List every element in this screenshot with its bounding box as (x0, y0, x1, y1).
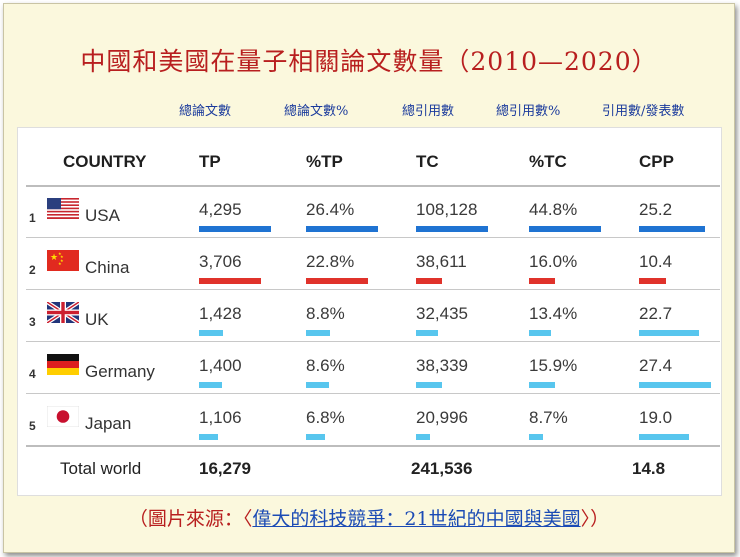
cell-tp-pct: 6.8% (306, 408, 345, 427)
total-cpp: 14.8 (632, 459, 666, 478)
country-name: China (85, 258, 130, 277)
usa-flag-icon (47, 198, 79, 219)
page-title: 中國和美國在量子相關論文數量（2010—2020） (80, 47, 658, 76)
bar-cpp (639, 226, 705, 232)
china-flag-icon: ★ ★ ★ ★ ★ (47, 250, 79, 271)
country-name: Japan (85, 414, 132, 433)
row-rank: 2 (29, 263, 36, 277)
cell-tc-pct: 15.9% (529, 356, 578, 375)
cell-tp-pct: 8.8% (306, 304, 345, 323)
row-rank: 1 (29, 211, 36, 225)
header-tc: TC (416, 152, 439, 171)
row-divider (26, 289, 720, 290)
header-tc-pct: %TC (529, 152, 567, 171)
bar-cpp (639, 434, 689, 440)
svg-text:★: ★ (60, 254, 64, 259)
cell-cpp: 22.7 (639, 304, 673, 323)
bar-tc-pct (529, 382, 555, 388)
bar-tp-pct (306, 226, 378, 232)
source-caption: （圖片來源：〈偉大的科技競爭：21世紀的中國與美國〉） (4, 504, 734, 531)
header-tp-pct: %TP (306, 152, 343, 171)
bar-tp (199, 330, 223, 336)
bar-cpp (639, 278, 666, 284)
row-divider (26, 237, 720, 238)
bar-tp (199, 434, 218, 440)
bar-tc (416, 226, 488, 232)
header-cpp: CPP (639, 152, 674, 171)
cell-tp: 1,400 (199, 356, 242, 375)
total-tc: 241,536 (411, 459, 473, 478)
legend-tc: 總引用數 (402, 104, 455, 119)
row-divider (26, 341, 720, 342)
row-rank: 3 (29, 315, 36, 329)
bar-tc-pct (529, 278, 555, 284)
header-tp: TP (199, 152, 221, 171)
bar-tp-pct (306, 330, 330, 336)
cell-cpp: 25.2 (639, 200, 673, 219)
legend-cpp: 引用數/發表數 (602, 104, 685, 119)
source-suffix: 〉） (580, 508, 610, 530)
cell-tc-pct: 13.4% (529, 304, 578, 323)
bar-tc-pct (529, 434, 543, 440)
cell-tc: 38,611 (416, 252, 467, 271)
header-divider (26, 185, 720, 187)
total-divider (26, 445, 720, 447)
bar-tc (416, 434, 430, 440)
cell-cpp: 27.4 (639, 356, 673, 375)
bar-tp (199, 278, 261, 284)
cell-tp: 3,706 (199, 252, 242, 271)
cell-tc: 32,435 (416, 304, 468, 323)
bar-cpp (639, 330, 699, 336)
svg-text:★: ★ (58, 251, 62, 256)
cell-tc: 108,128 (416, 200, 478, 219)
cell-tp-pct: 22.8% (306, 252, 355, 271)
cell-tp-pct: 8.6% (306, 356, 345, 375)
country-name: USA (85, 206, 120, 225)
cell-tp: 1,106 (199, 408, 242, 427)
slide-frame: 中國和美國在量子相關論文數量（2010—2020） 總論文數 總論文數% 總引用… (3, 3, 735, 553)
source-prefix: （圖片來源：〈 (128, 508, 253, 530)
cell-tp-pct: 26.4% (306, 200, 355, 219)
cell-cpp: 10.4 (639, 252, 673, 271)
cell-tc: 38,339 (416, 356, 468, 375)
svg-text:★: ★ (50, 253, 58, 263)
cell-tc: 20,996 (416, 408, 468, 427)
germany-flag-icon (47, 354, 79, 375)
bar-tp (199, 226, 271, 232)
uk-flag-icon (47, 302, 79, 323)
bar-tc (416, 330, 438, 336)
bar-tp-pct (306, 382, 329, 388)
bar-tp-pct (306, 278, 368, 284)
header-country: COUNTRY (63, 152, 147, 171)
cell-tp: 4,295 (199, 200, 242, 219)
bar-tp-pct (306, 434, 325, 440)
cell-cpp: 19.0 (639, 408, 673, 427)
japan-flag-icon (47, 406, 79, 427)
cell-tc-pct: 44.8% (529, 200, 578, 219)
source-link[interactable]: 偉大的科技競爭：21世紀的中國與美國 (252, 508, 581, 530)
svg-text:★: ★ (58, 261, 62, 266)
cell-tc-pct: 16.0% (529, 252, 578, 271)
legend-tp: 總論文數 (179, 104, 232, 119)
cell-tp: 1,428 (199, 304, 242, 323)
cell-tc-pct: 8.7% (529, 408, 568, 427)
total-tp: 16,279 (199, 459, 251, 478)
bar-tp (199, 382, 222, 388)
bar-tc (416, 382, 442, 388)
svg-text:★: ★ (60, 258, 64, 263)
bar-tc-pct (529, 226, 601, 232)
row-rank: 4 (29, 367, 36, 381)
country-name: Germany (85, 362, 155, 381)
total-label: Total world (60, 459, 142, 478)
row-rank: 5 (29, 419, 36, 433)
bar-tc-pct (529, 330, 551, 336)
bar-cpp (639, 382, 711, 388)
legend-tp-pct: 總論文數% (284, 104, 349, 119)
data-table-card (17, 127, 722, 496)
legend-tc-pct: 總引用數% (496, 104, 561, 119)
bar-tc (416, 278, 442, 284)
country-name: UK (85, 310, 109, 329)
row-divider (26, 393, 720, 394)
